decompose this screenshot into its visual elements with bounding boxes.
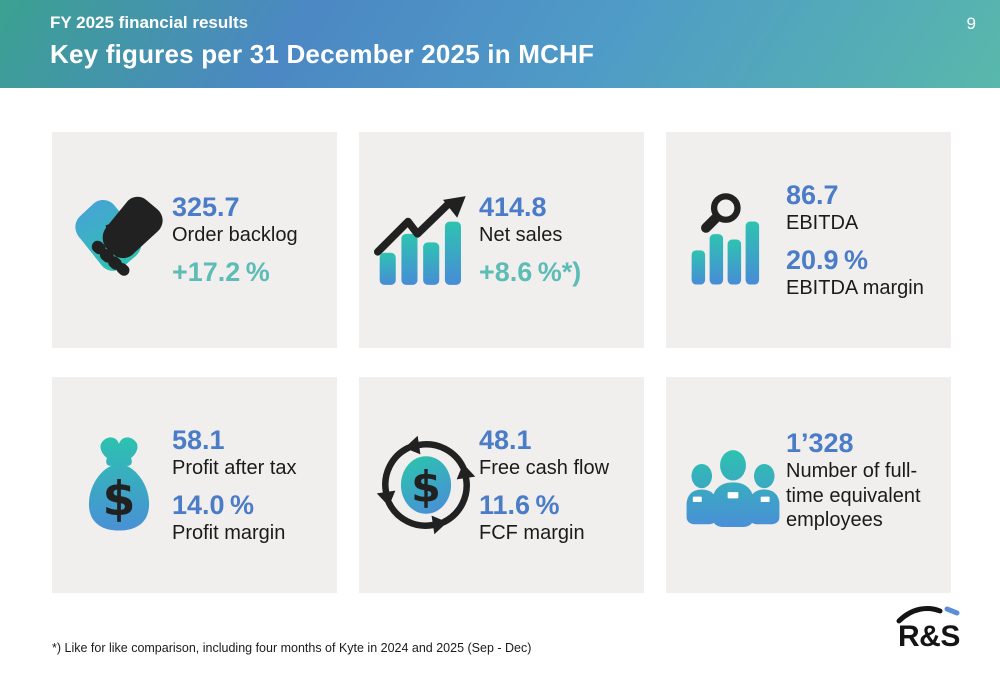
slide-header: FY 2025 financial results Key figures pe… [0,0,1000,88]
kpi-sublabel: EBITDA margin [786,276,924,299]
kpi-sublabel: FCF margin [479,521,585,544]
kpi-text-block: 325.7 Order backlog +17.2 % [172,192,337,287]
kpi-card-ebitda: 86.7 EBITDA 20.9 % EBITDA margin [666,132,951,348]
kpi-text-block: 414.8 Net sales +8.6 %*) [479,192,644,287]
kpi-subvalue: 14.0 % [172,489,254,520]
magnifier-bar-chart-icon [666,190,786,290]
kpi-text-block: 86.7 EBITDA 20.9 % EBITDA margin [786,180,951,300]
slide-eyebrow: FY 2025 financial results [50,13,249,32]
kpi-card-grid: 325.7 Order backlog +17.2 % [52,132,951,593]
kpi-label: EBITDA [786,212,859,235]
svg-text:$: $ [411,463,441,513]
kpi-subvalue: 11.6 % [479,489,560,520]
kpi-card-profit-after-tax: $ 58.1 Profit after tax 14.0 % Profit ma… [52,377,337,593]
company-logo: R&S [896,604,960,664]
footnote: *) Like for like comparison, including f… [52,641,532,655]
kpi-label: Free cash flow [479,457,610,480]
logo-text: R&S [898,620,960,653]
kpi-text-block: 1’328 Number of full-time equivalent emp… [786,428,951,541]
kpi-card-net-sales: 414.8 Net sales +8.6 %*) [359,132,644,348]
kpi-subvalue: 20.9 % [786,244,868,275]
kpi-value: 86.7 [786,180,839,211]
handshake-icon [52,194,172,286]
kpi-sublabel: Profit margin [172,521,286,544]
logo-arc-icon [896,606,960,624]
kpi-subvalue: +8.6 %*) [479,256,582,287]
kpi-subvalue: +17.2 % [172,256,270,287]
kpi-label: Order backlog [172,224,298,247]
kpi-value: 414.8 [479,192,547,223]
kpi-value: 1’328 [786,428,854,459]
kpi-card-order-backlog: 325.7 Order backlog +17.2 % [52,132,337,348]
cash-cycle-icon: $ [359,433,479,537]
page-number: 9 [966,14,976,33]
kpi-text-block: 58.1 Profit after tax 14.0 % Profit marg… [172,425,337,545]
kpi-value: 325.7 [172,192,240,223]
bar-chart-growth-icon [359,193,479,288]
employees-icon [666,440,786,530]
kpi-card-free-cash-flow: $ 48.1 Free cash flow 11.6 % FCF margin [359,377,644,593]
kpi-value: 48.1 [479,425,532,456]
svg-text:$: $ [103,472,136,527]
kpi-card-employees: 1’328 Number of full-time equivalent emp… [666,377,951,593]
kpi-label: Number of full-time equivalent employees [786,460,921,532]
kpi-value: 58.1 [172,425,225,456]
kpi-label: Net sales [479,224,563,247]
kpi-text-block: 48.1 Free cash flow 11.6 % FCF margin [479,425,644,545]
kpi-label: Profit after tax [172,457,297,480]
page-title: Key figures per 31 December 2025 in MCHF [50,39,595,69]
money-bag-icon: $ [52,434,172,536]
